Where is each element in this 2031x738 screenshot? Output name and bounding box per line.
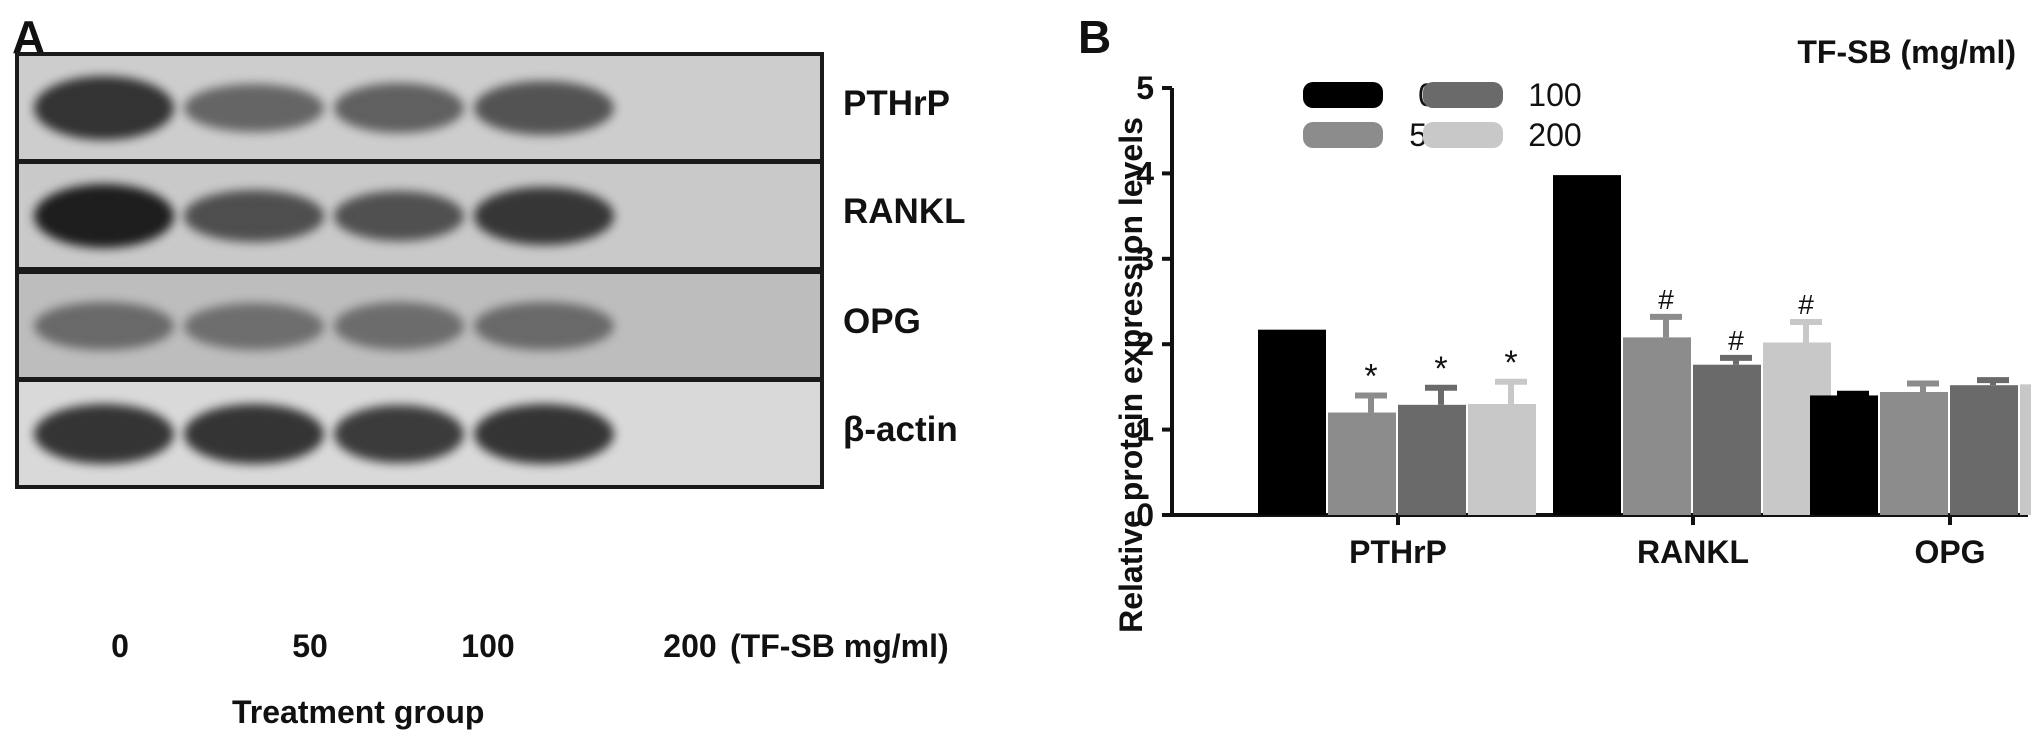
legend-label-100: 100 (1528, 77, 1581, 113)
bar-rankl-100 (1693, 364, 1761, 515)
lane-label-0: 0 (111, 628, 129, 664)
blot-band (474, 187, 614, 245)
bar-opg-50 (1880, 392, 1948, 515)
bar-pthrp-100 (1398, 404, 1466, 515)
bar-rankl-0 (1553, 175, 1621, 515)
legend-title: TF-SB (mg/ml) (1797, 34, 2016, 70)
blot-band (334, 302, 464, 350)
blot-row-label: β-actin (843, 410, 958, 449)
blot-band (34, 301, 174, 351)
legend-swatch-200 (1423, 122, 1503, 148)
blot-band (34, 184, 174, 248)
blot-band (184, 403, 324, 465)
y-tick-label: 5 (1136, 70, 1154, 106)
blot-band (474, 80, 614, 136)
blot-band (334, 404, 464, 464)
legend-swatch-0 (1303, 82, 1383, 108)
blot-band (34, 76, 174, 140)
bar-opg-0 (1810, 395, 1878, 515)
bar-pthrp-0 (1258, 329, 1326, 515)
panel-label-b: B (1078, 11, 1112, 63)
blot-band (184, 83, 324, 133)
legend-swatch-50 (1303, 122, 1383, 148)
significance-marker: * (1364, 357, 1377, 395)
blot-row-label: OPG (843, 302, 921, 341)
y-tick-label: 3 (1136, 241, 1154, 277)
bar-pthrp-200 (1468, 403, 1536, 515)
legend-label-200: 200 (1528, 117, 1581, 153)
blot-row-2 (15, 160, 824, 271)
significance-marker: # (1728, 325, 1744, 356)
blot-band (474, 403, 614, 465)
bar-pthrp-50 (1328, 412, 1396, 515)
blot-unit-label: (TF-SB mg/ml) (730, 628, 949, 664)
significance-marker: # (1798, 289, 1814, 320)
blot-band (184, 190, 324, 242)
blot-row-label: RANKL (843, 192, 966, 231)
blot-row-4 (15, 378, 824, 489)
lane-label-100: 100 (461, 628, 515, 664)
blot-band (474, 301, 614, 351)
y-tick-label: 0 (1136, 497, 1154, 533)
blot-band (334, 190, 464, 242)
y-axis-title: Relative protein expression levels (1113, 117, 1149, 633)
y-tick-label: 4 (1136, 155, 1154, 191)
y-tick-label: 2 (1136, 326, 1154, 362)
legend-swatch-100 (1423, 82, 1503, 108)
blot-x-axis-title: Treatment group (232, 694, 485, 730)
blot-row-label: PTHrP (843, 84, 950, 123)
y-tick-label: 1 (1136, 412, 1154, 448)
blot-band (334, 82, 464, 134)
bar-opg-200 (2020, 384, 2031, 515)
x-tick-label-pthrp: PTHrP (1349, 534, 1447, 570)
significance-marker: * (1434, 350, 1447, 388)
bar-rankl-50 (1623, 337, 1691, 515)
x-tick-label-rankl: RANKL (1637, 534, 1749, 570)
lane-label-200: 200 (663, 628, 717, 664)
blot-band (34, 403, 174, 465)
bar-opg-100 (1950, 385, 2018, 515)
blot-row-3 (15, 270, 824, 381)
blot-band (184, 302, 324, 350)
significance-marker: # (1658, 284, 1674, 315)
bar-chart: 0 1 2 3 4 5 PTHrP * * * RANKL # # # OPG Relative prote… (1113, 34, 2031, 633)
lane-label-50: 50 (292, 628, 328, 664)
blot-row-1 (15, 52, 824, 163)
significance-marker: * (1504, 344, 1517, 382)
x-tick-label-opg: OPG (1914, 534, 1985, 570)
